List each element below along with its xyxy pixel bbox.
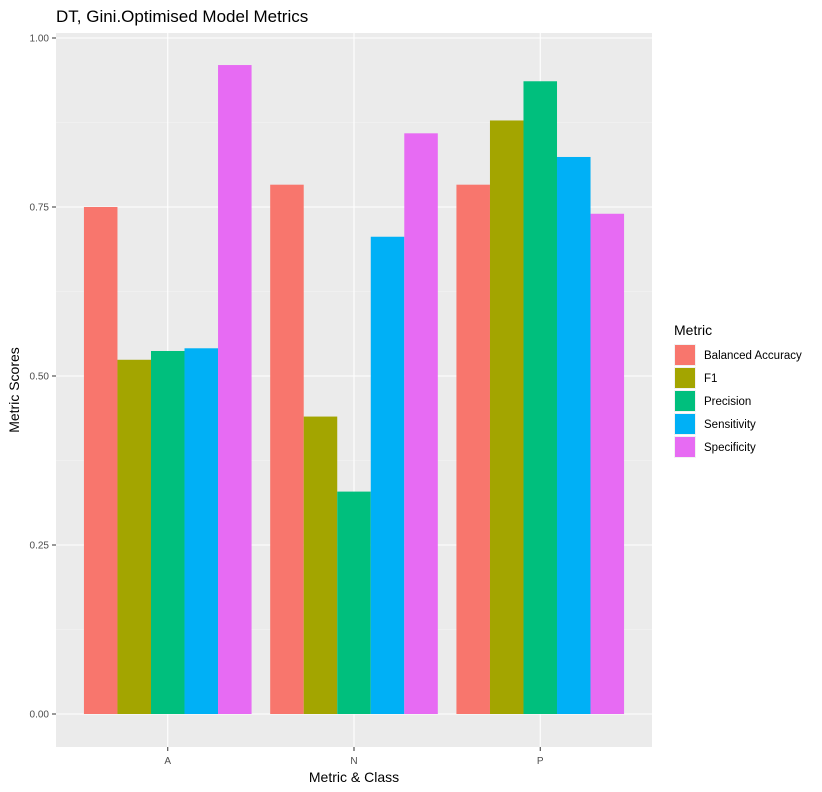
bar — [557, 156, 591, 714]
legend-key-swatch — [675, 345, 695, 365]
bar — [117, 359, 151, 714]
legend-label: Precision — [704, 396, 751, 408]
bar — [370, 236, 405, 714]
legend-key-swatch — [675, 437, 695, 457]
bars — [83, 65, 625, 715]
x-tick-label: A — [164, 756, 171, 767]
y-tick-label: 0.00 — [30, 710, 50, 721]
y-tick-label: 0.25 — [30, 541, 50, 552]
legend-key-swatch — [675, 391, 695, 411]
bar — [489, 120, 524, 715]
bar — [270, 184, 304, 714]
bar — [83, 207, 118, 714]
legend-label: F1 — [704, 373, 717, 385]
y-tick-label: 0.50 — [30, 372, 50, 383]
legend-label: Sensitivity — [704, 419, 756, 431]
x-axis-title: Metric & Class — [309, 769, 399, 785]
bar — [303, 416, 338, 714]
y-tick-label: 0.75 — [30, 203, 50, 214]
legend-key-swatch — [675, 368, 695, 388]
bar — [404, 133, 438, 715]
bar — [150, 350, 185, 714]
bar — [456, 184, 490, 714]
bar — [184, 348, 219, 714]
bar — [523, 81, 558, 715]
legend-label: Balanced Accuracy — [704, 350, 802, 362]
legend: Metric Balanced Accuracy F1 Precision Sensi… — [674, 322, 802, 458]
legend-label: Specificity — [704, 442, 756, 454]
x-tick-label: N — [350, 756, 357, 767]
y-axis-title: Metric Scores — [6, 347, 22, 433]
bar — [337, 491, 371, 714]
x-tick-label: P — [537, 756, 544, 767]
bar — [590, 213, 625, 714]
y-tick-label: 1.00 — [30, 34, 50, 45]
legend-title: Metric — [674, 322, 712, 338]
legend-key-swatch — [675, 414, 695, 434]
chart-title: DT, Gini.Optimised Model Metrics — [56, 7, 308, 26]
bar — [218, 65, 252, 715]
y-axis: 0.00 0.25 0.50 0.75 1.00 — [30, 34, 56, 721]
